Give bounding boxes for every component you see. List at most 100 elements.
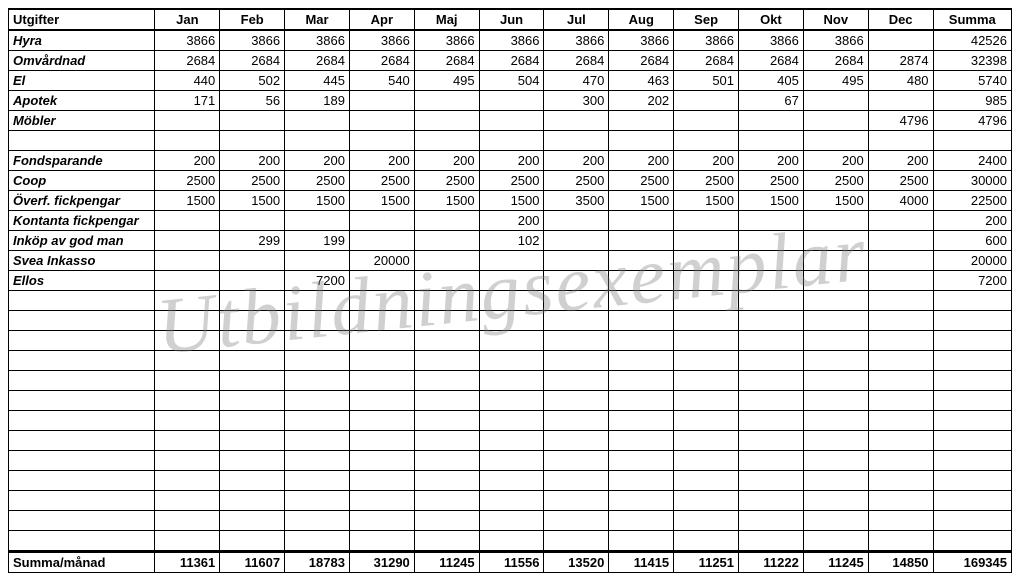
cell: 3866 xyxy=(674,30,739,51)
cell xyxy=(414,211,479,231)
row-label xyxy=(9,471,155,491)
row-label xyxy=(9,351,155,371)
cell: 2500 xyxy=(349,171,414,191)
cell xyxy=(609,411,674,431)
cell xyxy=(220,411,285,431)
cell xyxy=(220,131,285,151)
cell xyxy=(739,311,804,331)
cell: 200 xyxy=(220,151,285,171)
cell xyxy=(479,451,544,471)
totals-jan: 11361 xyxy=(155,552,220,573)
cell xyxy=(479,371,544,391)
expenses-table: Utgifter Jan Feb Mar Apr Maj Jun Jul Aug… xyxy=(8,8,1012,573)
cell xyxy=(544,111,609,131)
cell xyxy=(868,451,933,471)
cell: 2500 xyxy=(544,171,609,191)
cell: 2684 xyxy=(155,51,220,71)
cell xyxy=(544,431,609,451)
cell: 200 xyxy=(349,151,414,171)
cell xyxy=(868,30,933,51)
cell: 3866 xyxy=(285,30,350,51)
cell xyxy=(674,91,739,111)
cell xyxy=(868,331,933,351)
cell xyxy=(544,391,609,411)
cell xyxy=(544,231,609,251)
cell xyxy=(803,411,868,431)
cell xyxy=(155,131,220,151)
cell xyxy=(155,391,220,411)
cell xyxy=(868,351,933,371)
cell: 202 xyxy=(609,91,674,111)
cell xyxy=(349,471,414,491)
cell xyxy=(803,371,868,391)
cell xyxy=(739,211,804,231)
totals-jul: 13520 xyxy=(544,552,609,573)
cell xyxy=(868,311,933,331)
cell xyxy=(868,271,933,291)
cell xyxy=(220,491,285,511)
cell xyxy=(674,311,739,331)
cell: 2684 xyxy=(674,51,739,71)
row-label xyxy=(9,511,155,531)
cell xyxy=(349,351,414,371)
cell xyxy=(155,351,220,371)
cell xyxy=(868,531,933,552)
table-row xyxy=(9,291,1012,311)
row-sum: 2400 xyxy=(933,151,1011,171)
cell xyxy=(609,131,674,151)
cell xyxy=(349,411,414,431)
cell xyxy=(544,131,609,151)
row-sum xyxy=(933,131,1011,151)
cell: 200 xyxy=(479,211,544,231)
cell: 1500 xyxy=(803,191,868,211)
cell xyxy=(220,351,285,371)
cell: 200 xyxy=(155,151,220,171)
cell xyxy=(285,351,350,371)
cell xyxy=(155,491,220,511)
cell: 1500 xyxy=(674,191,739,211)
cell xyxy=(349,111,414,131)
cell xyxy=(868,91,933,111)
cell: 4796 xyxy=(868,111,933,131)
row-sum xyxy=(933,351,1011,371)
cell xyxy=(739,331,804,351)
cell xyxy=(803,131,868,151)
cell xyxy=(544,371,609,391)
cell: 1500 xyxy=(155,191,220,211)
cell xyxy=(414,131,479,151)
cell xyxy=(739,251,804,271)
row-sum xyxy=(933,371,1011,391)
table-row: Fondsparande2002002002002002002002002002… xyxy=(9,151,1012,171)
cell: 2500 xyxy=(674,171,739,191)
table-row xyxy=(9,391,1012,411)
row-label: Inköp av god man xyxy=(9,231,155,251)
row-label: Fondsparande xyxy=(9,151,155,171)
cell xyxy=(155,311,220,331)
row-label: Svea Inkasso xyxy=(9,251,155,271)
row-sum: 4796 xyxy=(933,111,1011,131)
cell xyxy=(739,411,804,431)
row-label xyxy=(9,491,155,511)
col-header-summa: Summa xyxy=(933,9,1011,30)
cell xyxy=(739,271,804,291)
cell xyxy=(479,251,544,271)
cell xyxy=(868,391,933,411)
cell: 1500 xyxy=(220,191,285,211)
cell: 67 xyxy=(739,91,804,111)
cell xyxy=(803,431,868,451)
row-sum: 985 xyxy=(933,91,1011,111)
cell xyxy=(349,131,414,151)
row-sum xyxy=(933,431,1011,451)
col-header-jan: Jan xyxy=(155,9,220,30)
row-label: El xyxy=(9,71,155,91)
totals-aug: 11415 xyxy=(609,552,674,573)
row-sum: 7200 xyxy=(933,271,1011,291)
cell xyxy=(868,411,933,431)
cell xyxy=(739,451,804,471)
cell xyxy=(155,231,220,251)
cell xyxy=(739,511,804,531)
row-label: Kontanta fickpengar xyxy=(9,211,155,231)
cell xyxy=(479,311,544,331)
table-row xyxy=(9,531,1012,552)
cell xyxy=(220,391,285,411)
